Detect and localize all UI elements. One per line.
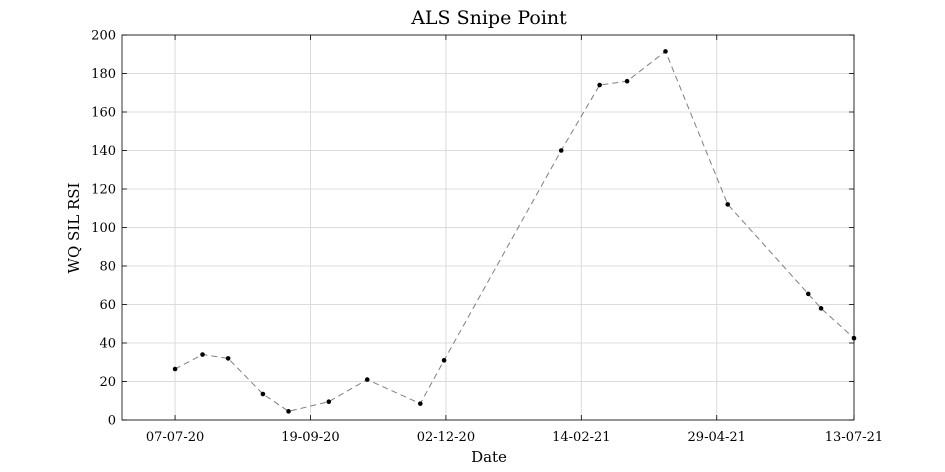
- data-point: [441, 358, 447, 363]
- data-point: [725, 202, 731, 207]
- data-point: [851, 335, 857, 341]
- y-axis: 0 20 40 60 80 100 120 140 160 180 200: [91, 29, 854, 429]
- data-point: [200, 352, 205, 357]
- y-tick-label: 100: [91, 221, 116, 236]
- data-point: [624, 78, 630, 84]
- y-tick-label: 140: [91, 144, 116, 159]
- x-tick-label: 29-04-21: [688, 430, 746, 445]
- x-tick-label: 02-12-20: [417, 430, 475, 445]
- series-line: [174, 50, 855, 412]
- data-point: [663, 49, 668, 54]
- data-point: [225, 356, 231, 361]
- y-tick-label: 200: [91, 29, 116, 44]
- data-points: [172, 49, 857, 414]
- y-tick-label: 60: [99, 298, 116, 313]
- data-point: [260, 391, 266, 397]
- y-tick-label: 20: [99, 375, 116, 390]
- data-point: [326, 399, 332, 405]
- y-tick-label: 0: [108, 414, 116, 429]
- data-point: [364, 377, 370, 382]
- y-tick-label: 120: [91, 183, 116, 198]
- y-tick-label: 160: [91, 106, 116, 121]
- y-tick-label: 80: [99, 260, 116, 275]
- data-point: [597, 82, 602, 88]
- x-tick-label: 19-09-20: [281, 430, 339, 445]
- y-tick-label: 180: [91, 67, 116, 82]
- y-axis-label: WQ SIL RSI: [65, 182, 83, 273]
- data-point: [558, 148, 564, 153]
- x-axis: 07-07-20 19-09-20 02-12-20 14-02-21 29-04-21…: [146, 35, 883, 445]
- chart-title: ALS Snipe Point: [410, 7, 567, 29]
- x-tick-label: 14-02-21: [552, 430, 610, 445]
- data-point: [286, 409, 291, 414]
- data-point: [417, 401, 423, 406]
- x-tick-label: 07-07-20: [146, 430, 204, 445]
- data-point: [172, 366, 178, 372]
- data-point: [805, 291, 811, 297]
- x-tick-label: 13-07-21: [825, 430, 883, 445]
- y-tick-label: 40: [99, 337, 116, 352]
- data-point: [818, 306, 824, 311]
- x-axis-label: Date: [471, 448, 507, 466]
